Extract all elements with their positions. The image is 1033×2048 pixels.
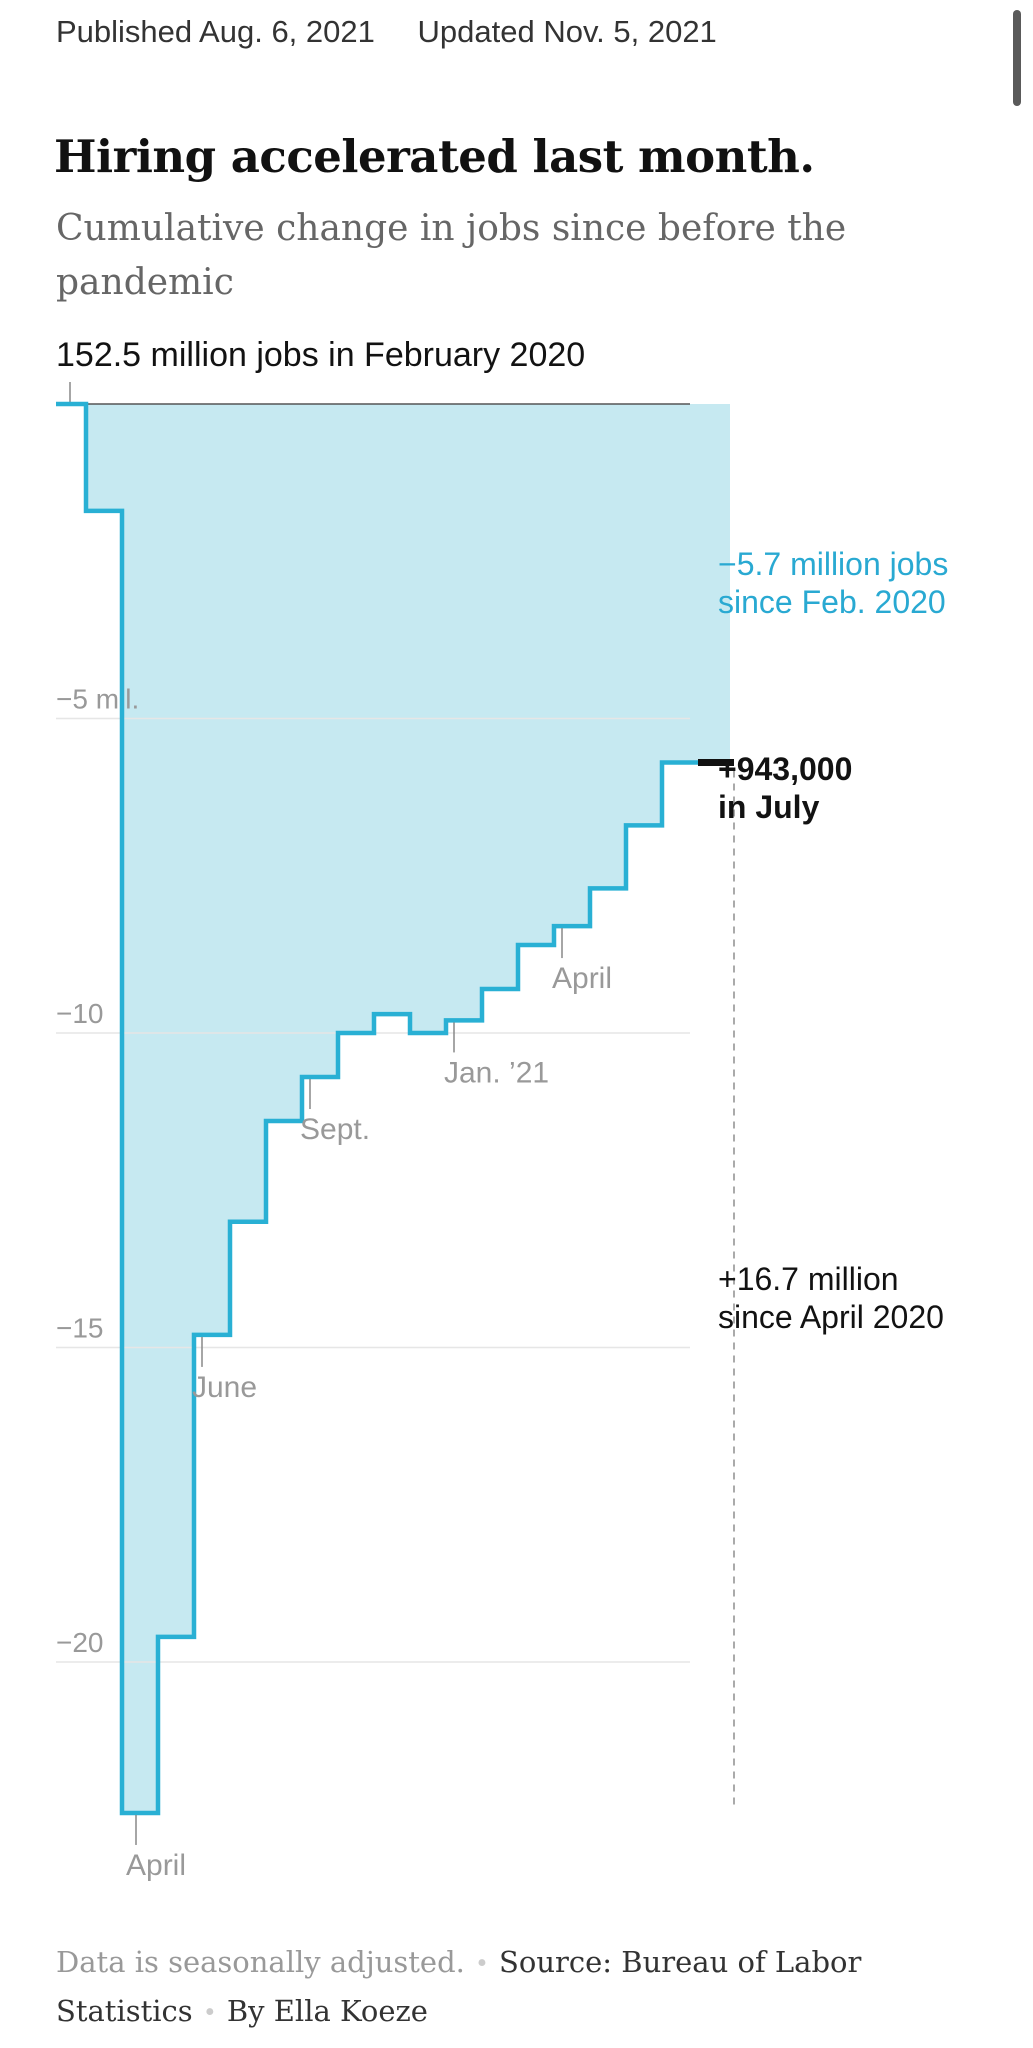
recovery-annotation: +16.7 million <box>718 1261 899 1297</box>
total-change-annotation: since Feb. 2020 <box>718 584 946 620</box>
chart-title: Hiring accelerated last month. <box>54 130 815 183</box>
baseline-label: 152.5 million jobs in February 2020 <box>56 336 586 374</box>
job-loss-area <box>56 404 730 1813</box>
publication-dates: Published Aug. 6, 2021 Updated Nov. 5, 2… <box>56 14 751 50</box>
jobs-step-chart: −5 mil. −10 −15 −20 April June Sept. Jan. ’21 Ap… <box>56 382 948 1882</box>
series-line <box>56 401 730 1816</box>
y-tick-label: −5 mil. <box>56 684 139 715</box>
total-change-annotation: −5.7 million jobs <box>718 546 948 582</box>
x-tick-label: Jan. ’21 <box>444 1056 549 1089</box>
latest-month-annotation: in July <box>718 789 820 825</box>
separator-dot: • <box>204 1996 215 2028</box>
y-tick-label: −15 <box>56 1313 104 1344</box>
footer-byline: By Ella Koeze <box>226 1994 428 2028</box>
x-tick-label: April <box>126 1849 186 1882</box>
y-tick-label: −20 <box>56 1627 104 1658</box>
chart-footer: Data is seasonally adjusted. • Source: Bur… <box>56 1938 956 2036</box>
y-tick-label: −10 <box>56 998 104 1029</box>
latest-month-annotation: +943,000 <box>718 751 852 787</box>
x-tick-label: June <box>192 1371 257 1404</box>
x-tick-label: April <box>552 962 612 995</box>
x-tick-label: Sept. <box>300 1113 370 1146</box>
updated-date: Updated Nov. 5, 2021 <box>417 14 717 49</box>
scrollbar-thumb[interactable] <box>1013 10 1021 106</box>
footer-note: Data is seasonally adjusted. <box>56 1945 465 1979</box>
chart-subtitle: Cumulative change in jobs since before t… <box>56 208 847 303</box>
footer-source: Source: Bureau of Labor Statistics <box>56 1945 862 2028</box>
separator-dot: • <box>476 1947 488 1979</box>
published-date: Published Aug. 6, 2021 <box>56 14 375 49</box>
recovery-annotation: since April 2020 <box>718 1299 944 1335</box>
